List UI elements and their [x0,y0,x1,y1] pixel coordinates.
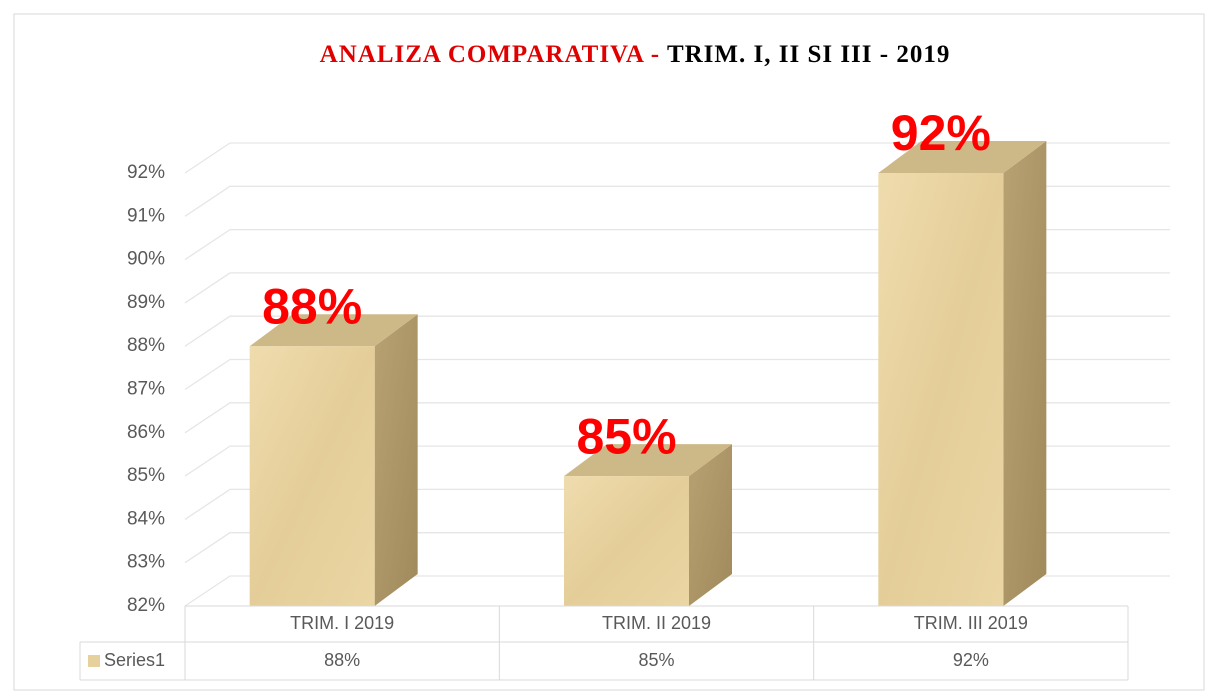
bar-side [1003,141,1047,606]
bar [564,444,732,606]
legend-key [88,655,100,667]
bar-top [878,141,1047,173]
grid-line [184,185,1170,217]
bar [878,141,1047,606]
y-tick-label: 83% [127,552,165,573]
table-value: 85% [638,650,674,670]
x-tick-label: TRIM. III 2019 [914,613,1028,633]
chart-title: ANALIZA COMPARATIVA - TRIM. I, II SI III… [320,41,951,68]
y-tick-label: 92% [127,162,165,183]
table-value: 92% [953,650,989,670]
bar-top [249,314,418,347]
grid-line [184,272,1170,304]
legend-label: Series1 [104,650,165,670]
y-tick-label: 82% [127,595,165,616]
y-tick-label: 84% [127,508,165,529]
bar-top [564,444,732,477]
grid-line [184,228,1170,261]
data-label: 88% [262,278,362,334]
data-label: 85% [576,408,676,464]
y-tick-label: 86% [127,422,165,443]
bar-side [689,444,732,606]
bar-front [878,173,1004,606]
x-tick-label: TRIM. II 2019 [602,613,711,633]
bar [249,314,418,606]
grid-line [184,402,1170,434]
grid-line [184,142,1170,174]
grid-line [184,532,1170,564]
grid-line [184,488,1170,520]
grid-line [184,315,1170,347]
y-tick-label: 89% [127,292,165,313]
data-label: 92% [891,105,991,161]
grid-line [184,575,1170,607]
title-part: TRIM. I, II SI III - 2019 [667,41,950,68]
y-tick-label: 90% [127,249,165,270]
y-tick-label: 91% [127,205,165,226]
y-tick-label: 85% [127,465,165,486]
grid-line [184,358,1170,391]
bar-front [564,476,689,606]
y-tick-label: 87% [127,379,165,400]
y-tick-label: 88% [127,335,165,356]
bar-front [249,346,375,606]
table-value: 88% [324,650,360,670]
bar-side [374,314,418,606]
title-part: ANALIZA COMPARATIVA - [320,41,660,68]
grid-line [184,445,1170,477]
x-tick-label: TRIM. I 2019 [290,613,394,633]
